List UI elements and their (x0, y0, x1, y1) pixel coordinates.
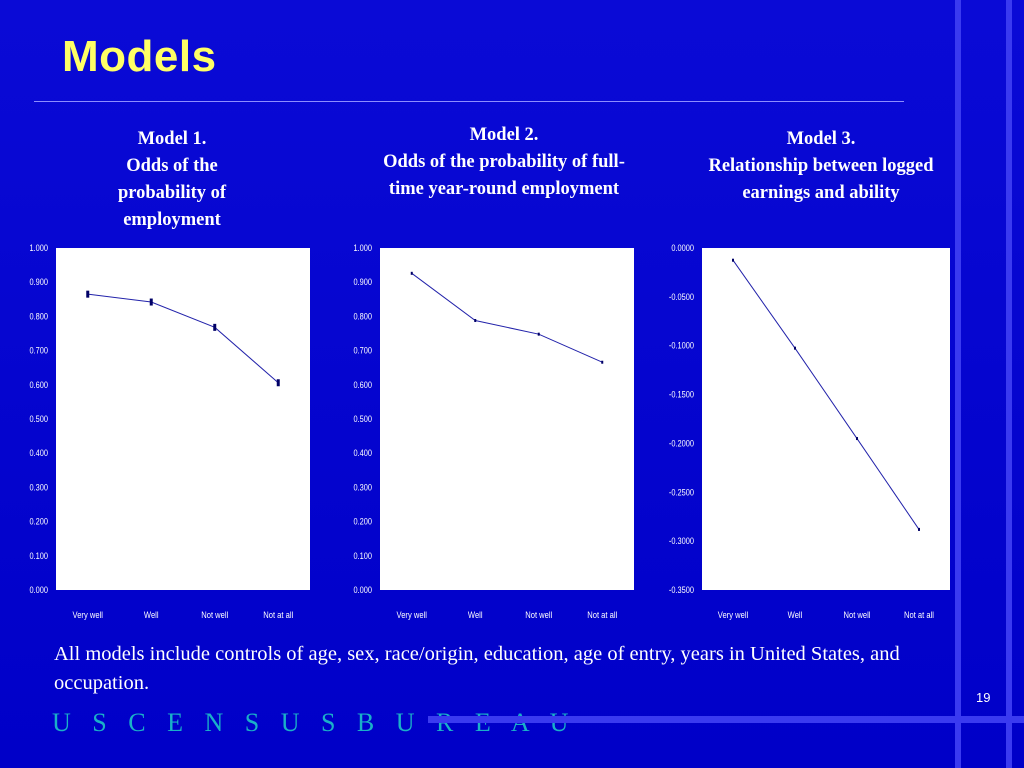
y-tick-label: -0.2500 (669, 486, 694, 497)
page-number: 19 (976, 690, 991, 705)
y-tick-label: 0.000 (29, 584, 48, 595)
y-tick-label: -0.2000 (669, 438, 694, 449)
plot-area-chart-3 (702, 248, 950, 590)
plot-area-chart-1 (56, 248, 310, 590)
data-point (276, 379, 280, 387)
y-tick-label: -0.1000 (669, 340, 694, 351)
data-point (474, 319, 477, 323)
y-tick-label: 0.100 (353, 550, 372, 561)
data-point (601, 360, 604, 364)
x-tick-label: Not at all (587, 609, 617, 620)
data-point (213, 323, 217, 331)
y-tick-label: 1.000 (353, 242, 372, 253)
y-tick-label: 0.900 (29, 276, 48, 287)
data-point (918, 527, 920, 531)
y-tick-label: 0.200 (29, 516, 48, 527)
x-tick-label: Very well (397, 609, 427, 620)
y-tick-label: -0.1500 (669, 389, 694, 400)
y-tick-label: 0.500 (29, 413, 48, 424)
chart-caption-model-1: Model 1. Odds of the probability of emplo… (117, 129, 227, 230)
y-tick-label: 0.0000 (671, 242, 694, 253)
x-tick-label: Not well (201, 609, 228, 620)
x-tick-label: Very well (73, 609, 103, 620)
x-tick-label: Well (144, 609, 159, 620)
series-line (732, 259, 920, 530)
y-tick-label: 0.600 (353, 379, 372, 390)
y-tick-label: -0.3000 (669, 535, 694, 546)
y-tick-label: 0.700 (29, 345, 48, 356)
plot-area-chart-2 (380, 248, 634, 590)
y-tick-label: -0.0500 (669, 291, 694, 302)
y-tick-label: -0.3500 (669, 584, 694, 595)
decorative-vertical-bar (955, 0, 961, 768)
x-tick-label: Not well (843, 609, 870, 620)
y-tick-label: 0.200 (353, 516, 372, 527)
x-tick-label: Well (468, 609, 483, 620)
y-tick-label: 0.400 (353, 447, 372, 458)
data-point (537, 332, 540, 336)
decorative-vertical-bar (1006, 0, 1012, 768)
y-tick-label: 0.800 (353, 310, 372, 321)
series-line (87, 293, 279, 384)
data-point (86, 290, 90, 298)
slide-title: Models (62, 32, 217, 81)
chart-caption-model-2: Model 2. Odds of the probability of full-… (383, 125, 625, 199)
series-line (411, 272, 603, 363)
footer-bar (428, 716, 1024, 723)
y-tick-label: 0.300 (29, 481, 48, 492)
y-tick-label: 0.000 (353, 584, 372, 595)
y-tick-label: 0.800 (29, 310, 48, 321)
y-tick-label: 0.600 (29, 379, 48, 390)
y-tick-label: 0.700 (353, 345, 372, 356)
x-tick-label: Not at all (263, 609, 293, 620)
data-point (732, 258, 734, 262)
data-point (856, 437, 858, 441)
data-point (149, 298, 153, 306)
data-point (410, 271, 413, 275)
y-tick-label: 0.100 (29, 550, 48, 561)
x-tick-label: Not at all (904, 609, 934, 620)
x-tick-label: Not well (525, 609, 552, 620)
y-tick-label: 0.400 (29, 447, 48, 458)
y-tick-label: 0.500 (353, 413, 372, 424)
y-tick-label: 1.000 (29, 242, 48, 253)
chart-caption-model-3: Model 3. Relationship between logged earn… (708, 129, 934, 203)
y-tick-label: 0.300 (353, 481, 372, 492)
x-tick-label: Well (788, 609, 803, 620)
footnote-text: All models include controls of age, sex,… (54, 643, 900, 694)
x-tick-label: Very well (718, 609, 748, 620)
y-tick-label: 0.900 (353, 276, 372, 287)
charts-canvas: 0.000 0.100 0.200 0.300 0.400 0.500 0.600 0.700… (29, 242, 950, 620)
data-point (794, 346, 796, 350)
census-bureau-logo-text: U S C E N S U S B U R E A U (52, 708, 576, 737)
title-divider (34, 101, 904, 102)
